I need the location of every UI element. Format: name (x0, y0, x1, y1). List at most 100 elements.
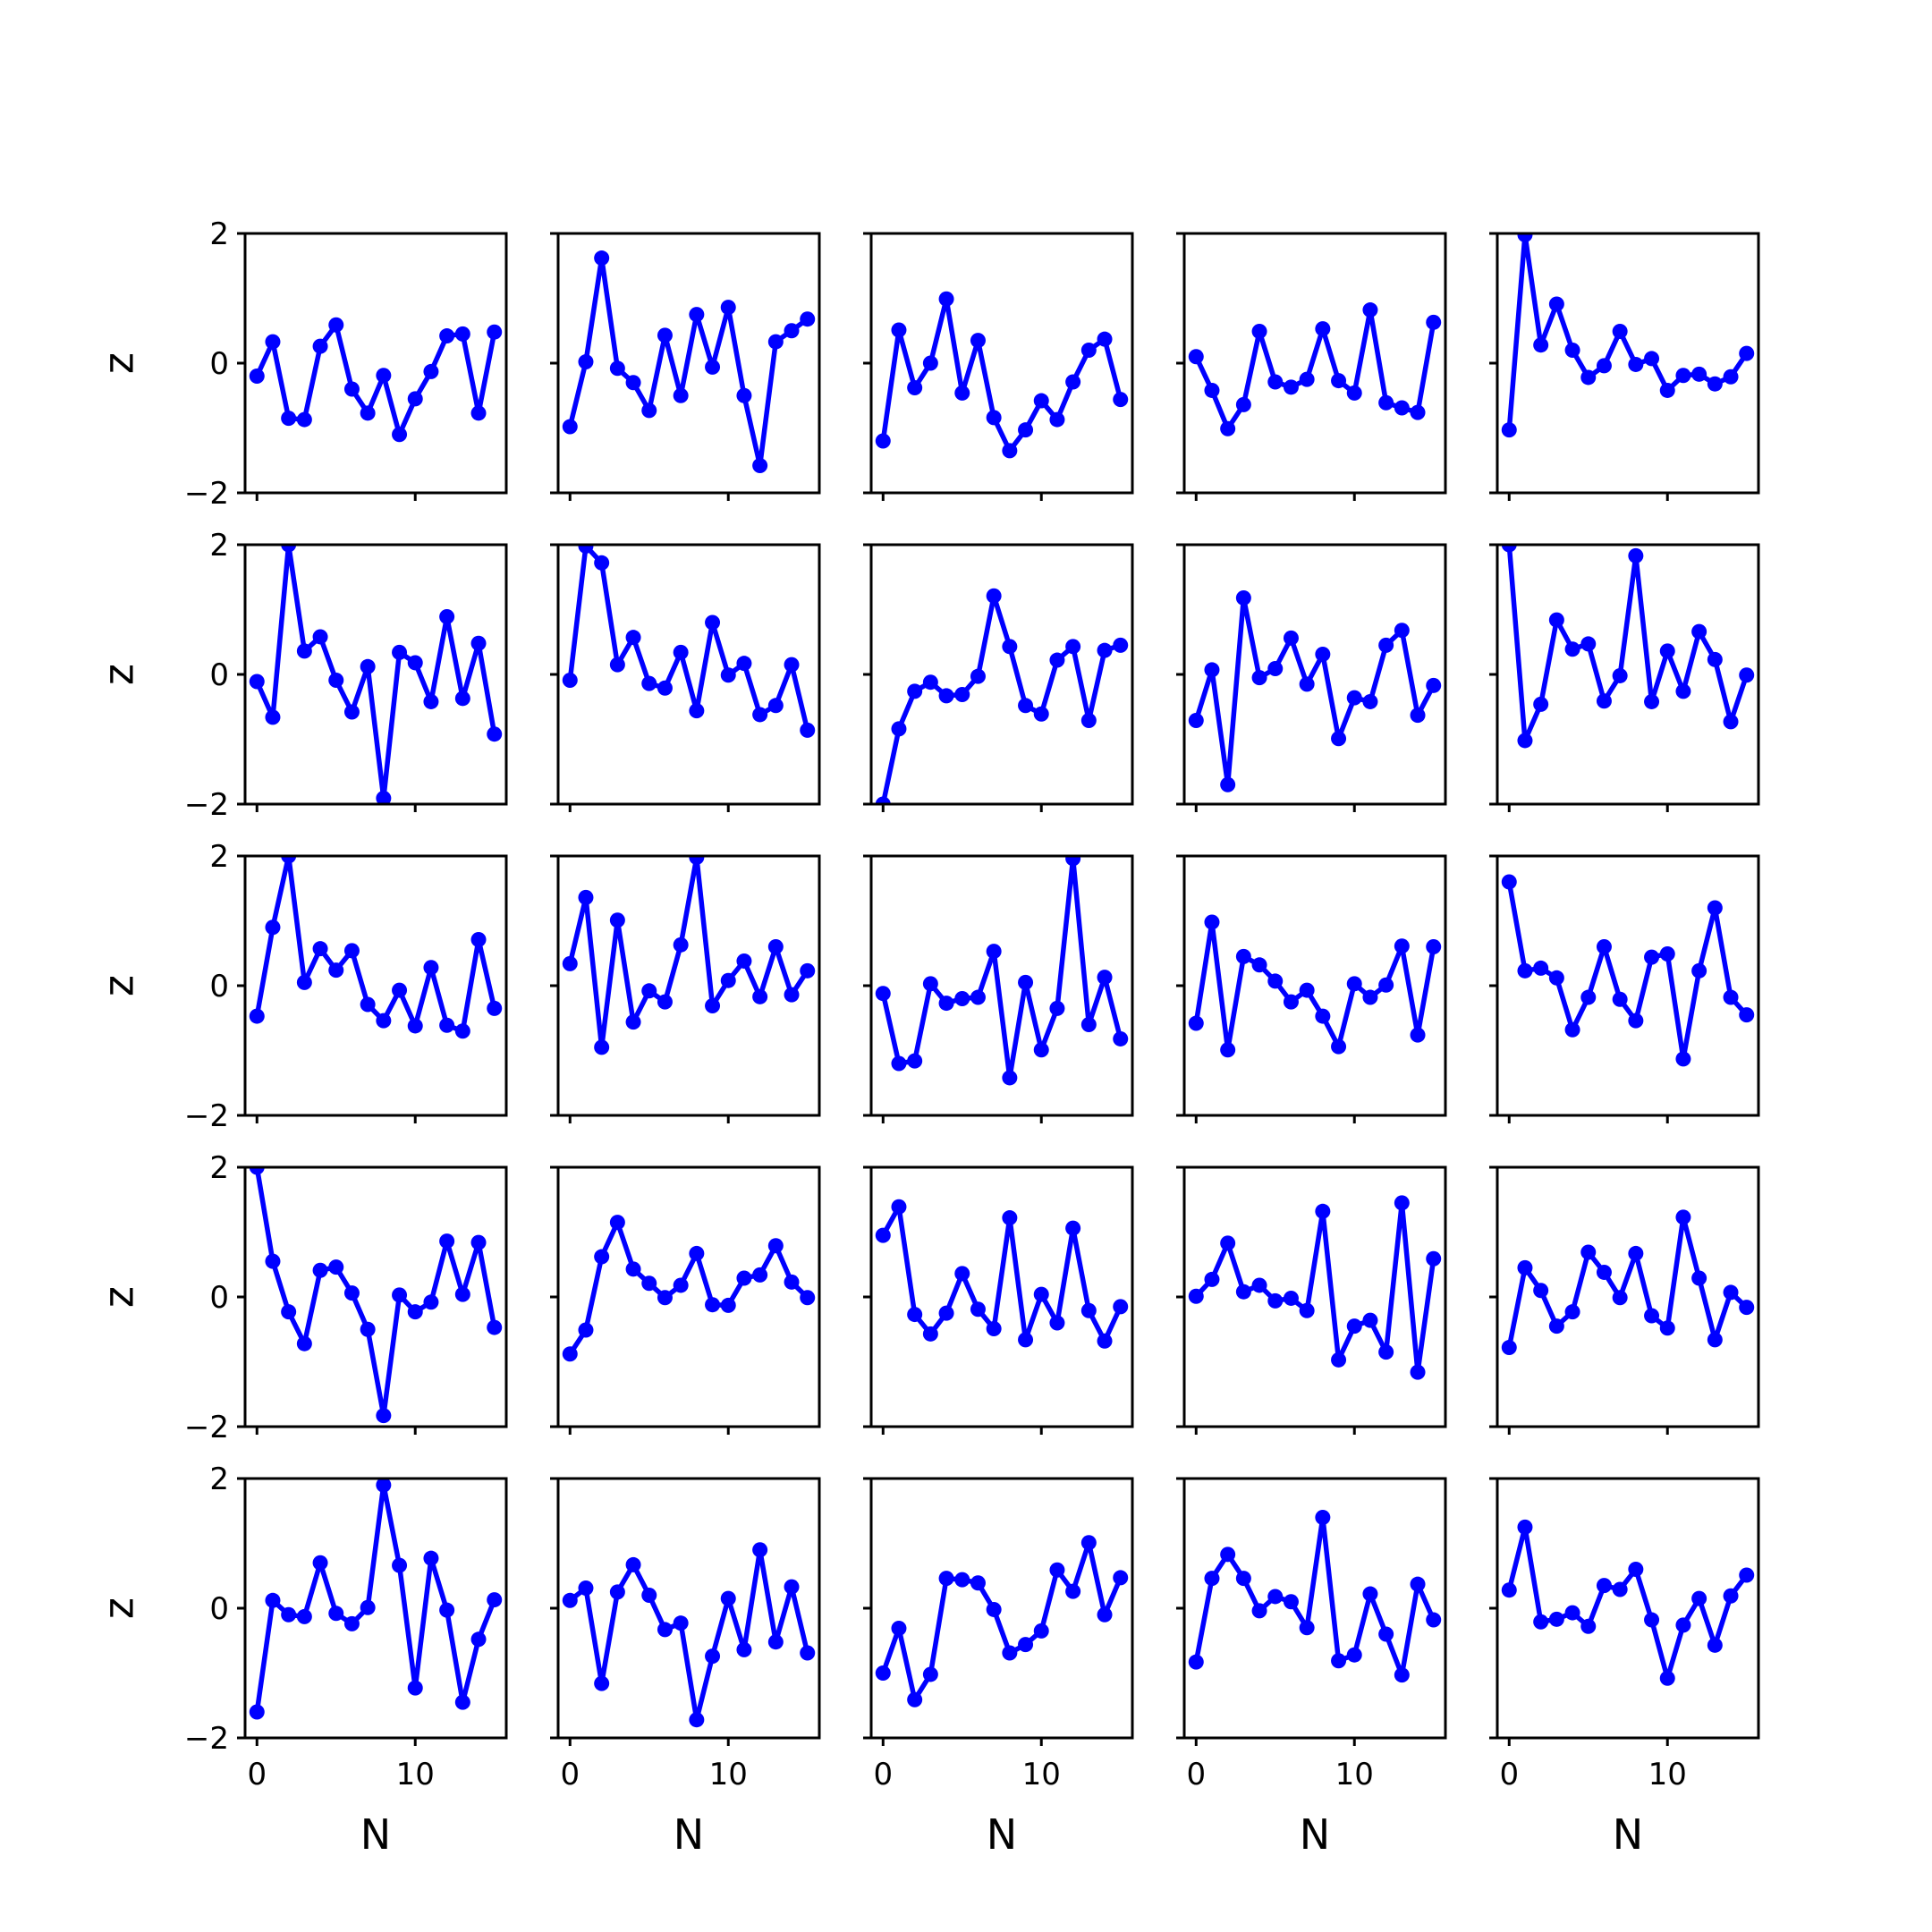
data-point (1596, 1578, 1612, 1594)
data-point (1346, 976, 1362, 992)
y-tick-label: 2 (209, 528, 229, 564)
data-point (376, 368, 392, 384)
data-point (594, 250, 610, 267)
data-point (767, 334, 784, 350)
series-group (1501, 233, 1755, 438)
data-point (578, 1322, 594, 1338)
data-point (1675, 1051, 1691, 1067)
data-point (954, 385, 970, 401)
data-point (1675, 368, 1691, 384)
data-point (1707, 376, 1723, 392)
data-point (1204, 1271, 1220, 1287)
data-point (1283, 379, 1299, 395)
data-point (1267, 660, 1284, 676)
data-point (970, 1575, 986, 1591)
data-point (1707, 1332, 1723, 1348)
data-point (281, 1304, 297, 1320)
data-point (1097, 642, 1113, 658)
data-point (1362, 989, 1378, 1005)
data-point (407, 1018, 423, 1034)
data-point (875, 1665, 891, 1681)
data-point (1283, 994, 1299, 1010)
data-point (1564, 641, 1580, 657)
data-point (1501, 874, 1517, 890)
x-tick-label: 10 (709, 1757, 748, 1792)
data-point (249, 1704, 265, 1720)
y-axis-label: z (95, 1597, 143, 1619)
data-point (1346, 1647, 1362, 1663)
data-point (1267, 374, 1284, 390)
axes-frame (1496, 232, 1760, 495)
data-point (1723, 1284, 1739, 1301)
data-point (1283, 1290, 1299, 1306)
data-point (392, 1557, 408, 1573)
data-point (720, 972, 736, 988)
data-point (705, 359, 721, 375)
data-point (1267, 1292, 1284, 1309)
data-point (1739, 1300, 1755, 1316)
data-point (736, 1270, 752, 1286)
data-point (281, 411, 297, 427)
axes-frame (1496, 1165, 1760, 1428)
data-point (1113, 392, 1129, 408)
data-point (875, 986, 891, 1002)
data-point (922, 1326, 938, 1342)
data-point (1644, 1612, 1660, 1628)
series-group (562, 1215, 816, 1362)
data-point (641, 675, 657, 691)
series-group (875, 856, 1129, 1086)
data-point (1378, 1344, 1394, 1360)
series-line (1193, 595, 1436, 787)
data-point (1378, 637, 1394, 653)
x-tick-label: 10 (1648, 1757, 1687, 1792)
series-group (1188, 1195, 1442, 1380)
data-point (705, 1297, 721, 1313)
data-point (752, 988, 768, 1004)
axes-frame (1182, 1477, 1447, 1740)
data-point (454, 1694, 470, 1710)
series-group (1501, 1209, 1755, 1356)
data-point (1378, 977, 1394, 993)
y-tick-label: −2 (184, 476, 229, 512)
data-point (343, 704, 360, 720)
y-tick-label: 0 (209, 969, 229, 1004)
data-point (1707, 1637, 1723, 1653)
data-point (1113, 1299, 1129, 1315)
subplot-r5-c3: 0 10N (863, 1477, 1134, 1859)
data-point (657, 1290, 673, 1306)
data-point (1362, 302, 1378, 318)
data-point (1426, 1250, 1442, 1267)
data-point (736, 1641, 752, 1657)
data-point (360, 996, 376, 1013)
data-point (1049, 1315, 1065, 1331)
data-point (800, 962, 816, 979)
series-line (880, 593, 1123, 804)
data-point (1097, 1606, 1113, 1623)
data-point (673, 936, 689, 953)
data-point (312, 629, 328, 645)
data-point (562, 1346, 578, 1362)
series-group (1188, 1510, 1442, 1683)
y-tick-label: −2 (184, 1410, 229, 1445)
data-point (1394, 938, 1410, 954)
data-point (487, 1319, 503, 1335)
data-point (376, 1479, 392, 1493)
series-line (1506, 233, 1750, 433)
data-point (376, 790, 392, 804)
data-point (1580, 989, 1597, 1005)
data-point (784, 1579, 800, 1595)
data-point (265, 334, 281, 350)
subplot-r4-c2 (550, 1165, 821, 1435)
data-point (609, 657, 625, 673)
data-point (1659, 643, 1675, 659)
subplot-r4-c3 (863, 1165, 1134, 1435)
data-point (470, 405, 487, 421)
data-point (376, 1408, 392, 1424)
axes-frame (556, 1165, 821, 1428)
data-point (470, 635, 487, 651)
data-point (922, 355, 938, 371)
data-point (562, 1592, 578, 1608)
data-point (423, 960, 439, 976)
data-point (1580, 1618, 1597, 1634)
subplot-r4-c1: −2 0 2 z (95, 1150, 508, 1445)
